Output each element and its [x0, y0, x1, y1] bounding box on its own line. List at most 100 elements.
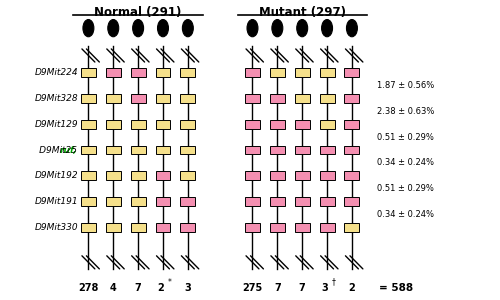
FancyBboxPatch shape [180, 68, 196, 77]
FancyBboxPatch shape [156, 223, 170, 232]
Text: D9Mit328: D9Mit328 [35, 94, 78, 103]
Text: †: † [332, 278, 336, 287]
FancyBboxPatch shape [245, 68, 260, 77]
FancyBboxPatch shape [130, 94, 146, 103]
Ellipse shape [108, 20, 118, 37]
Text: 0.34 ± 0.24%: 0.34 ± 0.24% [377, 210, 434, 219]
FancyBboxPatch shape [320, 223, 334, 232]
FancyBboxPatch shape [106, 223, 120, 232]
FancyBboxPatch shape [180, 146, 196, 154]
FancyBboxPatch shape [295, 120, 310, 129]
Text: 0.51 ± 0.29%: 0.51 ± 0.29% [377, 184, 434, 193]
Text: 7: 7 [299, 283, 306, 293]
Text: 0.34 ± 0.24%: 0.34 ± 0.24% [377, 158, 434, 167]
FancyBboxPatch shape [130, 223, 146, 232]
FancyBboxPatch shape [156, 197, 170, 206]
FancyBboxPatch shape [180, 120, 196, 129]
FancyBboxPatch shape [130, 120, 146, 129]
FancyBboxPatch shape [320, 171, 334, 180]
Ellipse shape [132, 20, 143, 37]
FancyBboxPatch shape [344, 120, 360, 129]
Text: 2.38 ± 0.63%: 2.38 ± 0.63% [377, 107, 434, 116]
FancyBboxPatch shape [106, 94, 120, 103]
Text: D9Mit224: D9Mit224 [35, 68, 78, 77]
FancyBboxPatch shape [320, 146, 334, 154]
Ellipse shape [158, 20, 168, 37]
FancyBboxPatch shape [156, 171, 170, 180]
FancyBboxPatch shape [270, 94, 285, 103]
Text: D9Mit25: D9Mit25 [20, 146, 78, 154]
Text: 7: 7 [274, 283, 280, 293]
FancyBboxPatch shape [81, 197, 96, 206]
FancyBboxPatch shape [245, 223, 260, 232]
FancyBboxPatch shape [270, 68, 285, 77]
FancyBboxPatch shape [245, 146, 260, 154]
Text: D9Mit192: D9Mit192 [35, 171, 78, 180]
FancyBboxPatch shape [344, 197, 360, 206]
FancyBboxPatch shape [81, 146, 96, 154]
FancyBboxPatch shape [295, 171, 310, 180]
Text: D9Mit330: D9Mit330 [35, 223, 78, 232]
Ellipse shape [322, 20, 332, 37]
FancyBboxPatch shape [81, 94, 96, 103]
Ellipse shape [296, 20, 308, 37]
FancyBboxPatch shape [270, 120, 285, 129]
Text: 2: 2 [348, 283, 356, 293]
FancyBboxPatch shape [320, 197, 334, 206]
FancyBboxPatch shape [106, 120, 120, 129]
FancyBboxPatch shape [320, 120, 334, 129]
FancyBboxPatch shape [130, 197, 146, 206]
FancyBboxPatch shape [130, 171, 146, 180]
FancyBboxPatch shape [295, 68, 310, 77]
Text: Mutant (297): Mutant (297) [258, 6, 346, 19]
FancyBboxPatch shape [270, 171, 285, 180]
FancyBboxPatch shape [270, 223, 285, 232]
FancyBboxPatch shape [180, 94, 196, 103]
FancyBboxPatch shape [106, 68, 120, 77]
Text: Normal (291): Normal (291) [94, 6, 182, 19]
FancyBboxPatch shape [320, 68, 334, 77]
Text: ruf,: ruf, [60, 146, 78, 154]
Ellipse shape [346, 20, 358, 37]
FancyBboxPatch shape [81, 171, 96, 180]
Ellipse shape [83, 20, 94, 37]
FancyBboxPatch shape [180, 171, 196, 180]
Text: 3: 3 [184, 283, 191, 293]
FancyBboxPatch shape [81, 120, 96, 129]
FancyBboxPatch shape [344, 146, 360, 154]
FancyBboxPatch shape [270, 146, 285, 154]
FancyBboxPatch shape [156, 146, 170, 154]
FancyBboxPatch shape [245, 120, 260, 129]
FancyBboxPatch shape [106, 197, 120, 206]
FancyBboxPatch shape [106, 171, 120, 180]
Text: 2: 2 [157, 283, 164, 293]
FancyBboxPatch shape [295, 223, 310, 232]
FancyBboxPatch shape [344, 171, 360, 180]
Text: 278: 278 [78, 283, 98, 293]
Ellipse shape [182, 20, 194, 37]
Ellipse shape [272, 20, 283, 37]
FancyBboxPatch shape [344, 68, 360, 77]
Text: 3: 3 [321, 283, 328, 293]
Text: 1.87 ± 0.56%: 1.87 ± 0.56% [377, 81, 434, 90]
FancyBboxPatch shape [130, 68, 146, 77]
Text: 0.51 ± 0.29%: 0.51 ± 0.29% [377, 133, 434, 142]
FancyBboxPatch shape [81, 223, 96, 232]
Text: D9Mit191: D9Mit191 [35, 197, 78, 206]
FancyBboxPatch shape [156, 68, 170, 77]
FancyBboxPatch shape [130, 146, 146, 154]
Ellipse shape [247, 20, 258, 37]
Text: 4: 4 [110, 283, 116, 293]
FancyBboxPatch shape [180, 223, 196, 232]
FancyBboxPatch shape [295, 197, 310, 206]
Text: D9Mit129: D9Mit129 [35, 120, 78, 129]
FancyBboxPatch shape [106, 146, 120, 154]
FancyBboxPatch shape [344, 94, 360, 103]
FancyBboxPatch shape [295, 146, 310, 154]
FancyBboxPatch shape [81, 68, 96, 77]
FancyBboxPatch shape [295, 94, 310, 103]
Text: = 588: = 588 [380, 283, 414, 293]
FancyBboxPatch shape [344, 223, 360, 232]
Text: *: * [168, 278, 172, 287]
FancyBboxPatch shape [245, 197, 260, 206]
